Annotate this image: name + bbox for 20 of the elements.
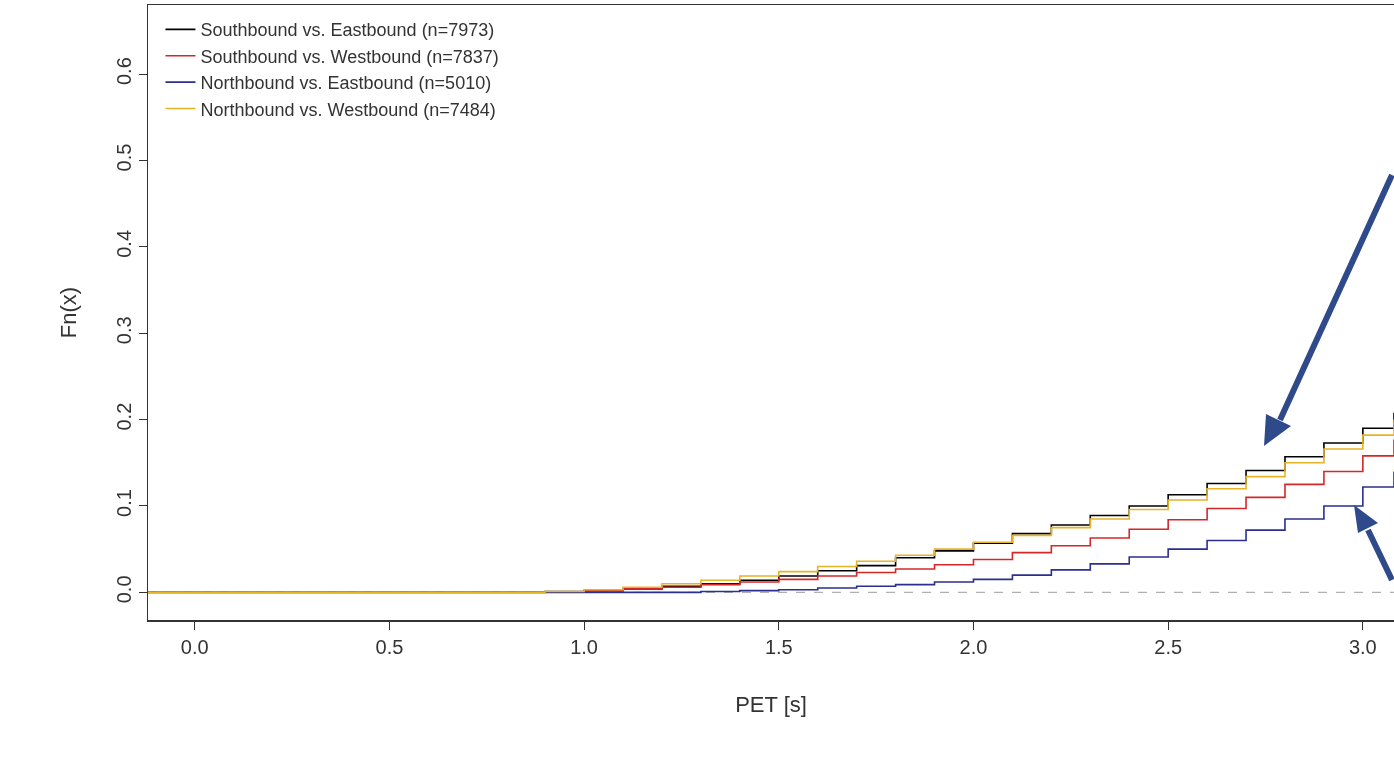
legend-label: Northbound vs. Eastbound (n=5010) bbox=[200, 73, 492, 94]
x-tick-label: 2.0 bbox=[959, 635, 988, 658]
legend-label: Northbound vs. Westbound (n=7484) bbox=[200, 99, 496, 120]
x-tick-label: 3.0 bbox=[1348, 635, 1377, 658]
y-tick-label: 0.2 bbox=[112, 402, 135, 431]
legend-label: Southbound vs. Westbound (n=7837) bbox=[200, 46, 499, 67]
legend-label: Southbound vs. Eastbound (n=7973) bbox=[200, 20, 495, 41]
y-tick-label: 0.1 bbox=[112, 489, 135, 517]
x-tick-label: 0.5 bbox=[375, 635, 404, 658]
x-axis-title: PET [s] bbox=[735, 692, 807, 718]
y-tick-label: 0.0 bbox=[112, 575, 135, 604]
y-tick-label: 0.6 bbox=[112, 57, 135, 86]
y-tick-label: 0.3 bbox=[112, 316, 135, 345]
x-tick-label: 0.0 bbox=[180, 635, 209, 658]
x-tick-label: 1.0 bbox=[570, 635, 599, 658]
y-tick-label: 0.4 bbox=[112, 229, 135, 258]
y-axis-title: Fn(x) bbox=[55, 286, 81, 339]
y-tick-label: 0.5 bbox=[112, 143, 135, 172]
x-tick-label: 2.5 bbox=[1154, 635, 1183, 658]
x-tick-label: 1.5 bbox=[764, 635, 793, 658]
